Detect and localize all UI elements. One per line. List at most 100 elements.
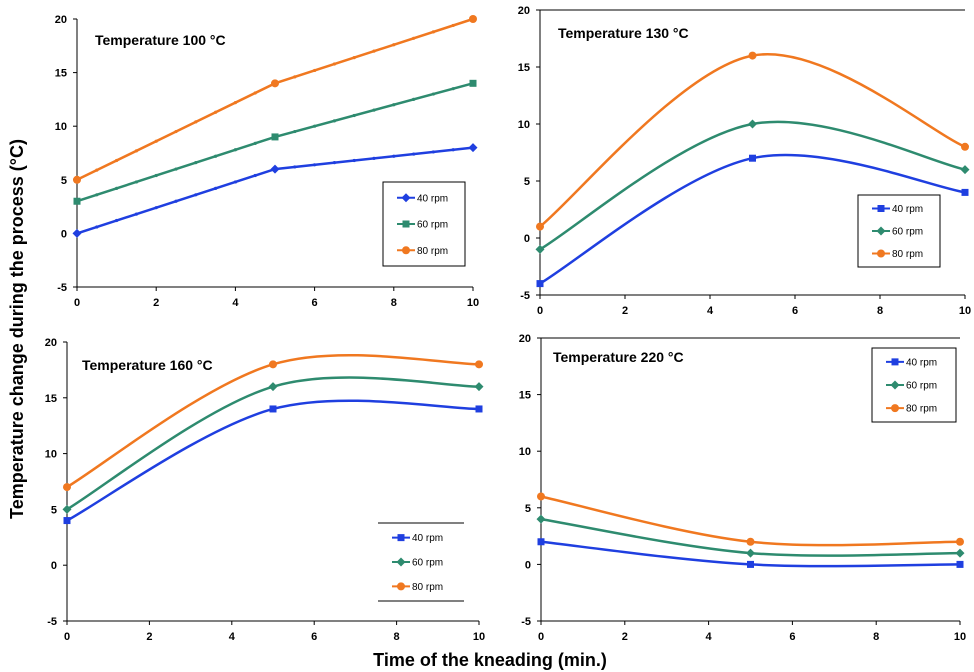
legend-label: 60 rpm — [412, 558, 443, 569]
y-tick-label: 10 — [45, 449, 57, 461]
data-point — [537, 492, 545, 501]
x-tick-label: 4 — [706, 631, 713, 643]
legend-label: 40 rpm — [892, 204, 923, 215]
x-tick-label: 2 — [153, 297, 159, 309]
line-dot — [95, 225, 99, 229]
y-tick-label: 0 — [524, 233, 530, 245]
panel-title: Temperature 130 °C — [558, 25, 689, 41]
y-tick-label: 15 — [45, 393, 57, 405]
series-line — [66, 399, 480, 522]
panel-title: Temperature 100 °C — [95, 32, 226, 48]
y-tick-label: 20 — [45, 337, 57, 349]
line-dot — [431, 92, 435, 96]
y-tick-label: -5 — [520, 290, 530, 302]
data-point — [961, 188, 969, 196]
line-dot — [332, 161, 336, 165]
data-point — [876, 226, 886, 236]
x-tick-label: 2 — [622, 631, 628, 643]
x-tick-label: 2 — [622, 305, 628, 317]
line-dot — [115, 158, 119, 163]
x-tick-label: 4 — [229, 631, 236, 643]
x-tick-label: 10 — [467, 297, 479, 309]
line-dot — [214, 154, 218, 158]
data-point — [469, 79, 477, 87]
legend: 40 rpm 60 rpm 80 rpm — [382, 181, 466, 267]
line-dot — [313, 68, 317, 73]
data-point — [73, 197, 81, 205]
y-axis-label: Temperature change during the process (°… — [7, 139, 27, 519]
x-tick-label: 2 — [146, 631, 152, 643]
line-dot — [372, 156, 376, 160]
legend-label: 80 rpm — [417, 246, 448, 257]
line-dot — [174, 199, 178, 203]
line-dot — [431, 30, 435, 34]
line-dot — [154, 173, 158, 178]
line-dot — [352, 158, 356, 163]
line-dot — [174, 129, 178, 134]
line-dot — [214, 186, 218, 190]
line-dot — [412, 97, 416, 101]
data-point — [63, 517, 71, 525]
y-tick-label: 5 — [61, 175, 67, 187]
x-axis-label: Time of the kneading (min.) — [373, 650, 607, 670]
legend-label: 60 rpm — [906, 381, 937, 392]
data-point — [891, 358, 899, 366]
data-point — [748, 119, 757, 129]
x-tick-label: 8 — [394, 631, 400, 643]
data-point — [469, 15, 477, 23]
x-tick-label: 6 — [792, 305, 798, 317]
legend-label: 80 rpm — [892, 249, 923, 260]
line-dot — [352, 55, 356, 60]
line-dot — [134, 149, 138, 153]
line-dot — [253, 141, 257, 145]
x-tick-label: 8 — [391, 297, 397, 309]
legend-label: 60 rpm — [417, 220, 448, 231]
line-dot — [233, 180, 237, 184]
legend: 40 rpm 60 rpm 80 rpm — [857, 194, 941, 268]
y-tick-label: -5 — [47, 616, 57, 628]
chart-panel-2: -5 0 5 10 15 20 0 2 4 6 8 10 Temperature 130 °C 40 rp… — [518, 5, 971, 317]
data-point — [748, 51, 757, 60]
data-point — [536, 280, 544, 288]
legend-label: 40 rpm — [417, 193, 448, 204]
data-point — [535, 244, 545, 254]
line-dot — [332, 62, 336, 66]
line-dot — [313, 163, 317, 167]
data-point — [890, 380, 900, 390]
line-dot — [352, 113, 356, 118]
data-point — [746, 537, 755, 546]
line-dot — [451, 23, 455, 28]
x-tick-label: 8 — [873, 631, 879, 643]
line-dot — [95, 168, 99, 172]
y-tick-label: 0 — [61, 228, 67, 240]
data-point — [268, 382, 278, 392]
x-tick-label: 0 — [538, 631, 544, 643]
line-dot — [431, 150, 435, 154]
line-dot — [412, 36, 416, 40]
x-tick-label: 6 — [311, 631, 317, 643]
y-tick-label: 20 — [55, 14, 67, 26]
data-point — [536, 222, 544, 231]
y-tick-label: -5 — [57, 282, 67, 294]
data-point — [72, 228, 82, 238]
line-dot — [194, 120, 198, 124]
x-tick-label: 4 — [232, 297, 239, 309]
y-tick-label: 5 — [524, 176, 530, 188]
data-point — [397, 582, 405, 591]
data-point — [401, 193, 411, 203]
legend: 40 rpm 60 rpm 80 rpm — [378, 522, 464, 602]
data-point — [877, 205, 885, 212]
x-tick-label: 6 — [312, 297, 318, 309]
data-point — [269, 405, 277, 413]
data-point — [474, 382, 484, 392]
legend-label: 80 rpm — [906, 404, 937, 415]
y-tick-label: 0 — [51, 560, 57, 572]
y-tick-label: 5 — [51, 504, 57, 516]
data-point — [877, 249, 885, 258]
panel-title: Temperature 220 °C — [553, 349, 684, 365]
line-dot — [194, 193, 198, 197]
line-dot — [154, 139, 158, 143]
chart-panel-4: -5 0 5 10 15 20 0 2 4 6 8 10 Temperature 220 °C 40 rp… — [519, 333, 966, 643]
